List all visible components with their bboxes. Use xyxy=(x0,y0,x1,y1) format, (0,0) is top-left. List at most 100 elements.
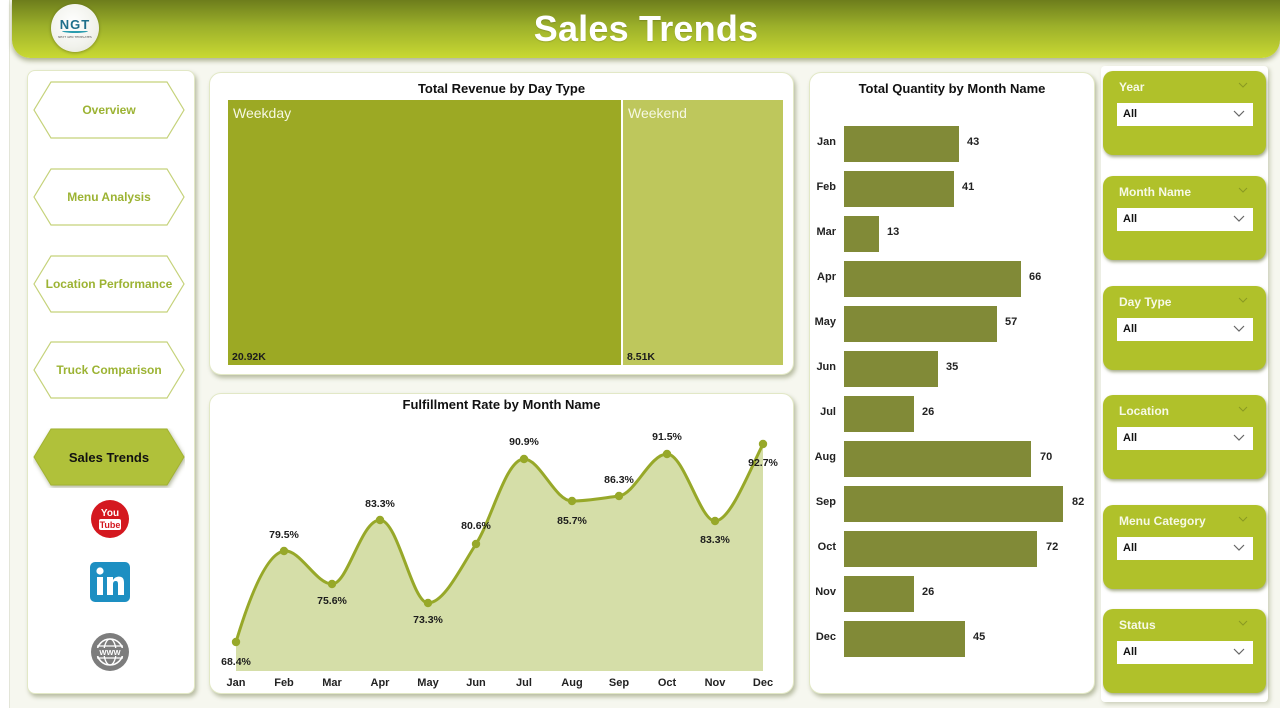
collapse-chevron-icon[interactable] xyxy=(1238,80,1248,90)
area-fill xyxy=(236,444,763,671)
point-label: 91.5% xyxy=(652,431,682,443)
chevron-down-icon xyxy=(1233,648,1245,655)
bar-row-jan[interactable]: Jan 43 xyxy=(810,126,1095,162)
point-label: 90.9% xyxy=(509,436,539,448)
collapse-chevron-icon[interactable] xyxy=(1238,295,1248,305)
point-label: 73.3% xyxy=(413,614,443,626)
svg-text:Tube: Tube xyxy=(100,520,121,530)
bar-value: 66 xyxy=(1029,271,1042,283)
bar-value: 45 xyxy=(973,631,986,643)
chart-title: Fulfillment Rate by Month Name xyxy=(402,397,601,412)
bar xyxy=(844,306,997,342)
x-axis-label: Jun xyxy=(466,677,486,689)
bar-row-jul[interactable]: Jul 26 xyxy=(810,396,1095,432)
slicer-status: Status All xyxy=(1103,609,1266,693)
point-label: 85.7% xyxy=(557,515,587,527)
point-label: 68.4% xyxy=(221,656,251,668)
bar-category: Jan xyxy=(817,136,836,148)
website-link[interactable]: WWW xyxy=(90,632,130,672)
chart-title: Total Quantity by Month Name xyxy=(858,81,1046,96)
bar xyxy=(844,126,959,162)
nav-button-menu-analysis[interactable]: Menu Analysis xyxy=(33,168,185,226)
bar-value: 43 xyxy=(967,136,980,148)
bar-value: 70 xyxy=(1040,451,1053,463)
bar-category: Sep xyxy=(815,496,836,508)
x-axis-label: Mar xyxy=(322,677,342,689)
point-label: 79.5% xyxy=(269,529,299,541)
bar-row-sep[interactable]: Sep 82 xyxy=(810,486,1095,522)
x-axis-label: May xyxy=(417,677,439,689)
revenue-by-day-type-card: Total Revenue by Day Type Weekday 20.92K… xyxy=(209,72,794,375)
fulfillment-rate-card: Fulfillment Rate by Month Name 68.4% 79.… xyxy=(209,393,794,694)
x-axis-label: Apr xyxy=(371,677,391,689)
bar-row-mar[interactable]: Mar 13 xyxy=(810,216,1095,252)
youtube-link[interactable]: You Tube xyxy=(90,499,130,539)
slicer-title: Day Type xyxy=(1119,295,1172,309)
slicer-panel xyxy=(1101,66,1268,702)
year-dropdown[interactable]: All xyxy=(1117,103,1253,126)
bar-row-aug[interactable]: Aug 70 xyxy=(810,441,1095,477)
chevron-down-icon xyxy=(1233,325,1245,332)
collapse-chevron-icon[interactable] xyxy=(1238,618,1248,628)
nav-label: Sales Trends xyxy=(68,449,150,465)
collapse-chevron-icon[interactable] xyxy=(1238,514,1248,524)
dropdown-value: All xyxy=(1123,108,1138,120)
slicer-location: Location All xyxy=(1103,395,1266,479)
bar-category: Nov xyxy=(815,586,836,598)
treemap-category: Weekday xyxy=(233,105,292,121)
bar-row-nov[interactable]: Nov 26 xyxy=(810,576,1095,612)
chevron-down-icon xyxy=(1233,434,1245,441)
bar-row-jun[interactable]: Jun 35 xyxy=(810,351,1095,387)
area-chart-plot: 68.4% 79.5% 75.6% 83.3% 73.3% 80.6% 90.9… xyxy=(221,431,778,689)
menu-category-dropdown[interactable]: All xyxy=(1117,537,1253,560)
x-axis-label: Nov xyxy=(705,677,727,689)
treemap-cell-weekday[interactable]: Weekday 20.92K xyxy=(228,100,621,365)
treemap-cell-weekend[interactable]: Weekend 8.51K xyxy=(623,100,783,365)
month-name-dropdown[interactable]: All xyxy=(1117,208,1253,231)
svg-text:WWW: WWW xyxy=(99,648,121,657)
bar-category: Mar xyxy=(816,226,836,238)
slicer-title: Location xyxy=(1119,404,1169,418)
collapse-chevron-icon[interactable] xyxy=(1238,185,1248,195)
collapse-chevron-icon[interactable] xyxy=(1238,404,1248,414)
bar-category: Jul xyxy=(820,406,836,418)
nav-button-sales-trends[interactable]: Sales Trends xyxy=(33,428,185,486)
bar-category: Apr xyxy=(817,271,836,283)
bar-row-may[interactable]: May 57 xyxy=(810,306,1095,342)
ngt-logo: NGT NEXT GEN TEMPLATES xyxy=(51,4,99,52)
dropdown-value: All xyxy=(1123,213,1138,225)
point-label: 75.6% xyxy=(317,595,347,607)
bar-value: 57 xyxy=(1005,316,1018,328)
slicer-title: Status xyxy=(1119,618,1156,632)
bar-row-dec[interactable]: Dec 45 xyxy=(810,621,1095,657)
status-dropdown[interactable]: All xyxy=(1117,641,1253,664)
bar-value: 72 xyxy=(1046,541,1059,553)
linkedin-link[interactable] xyxy=(90,562,130,602)
bar-category: Oct xyxy=(817,541,836,553)
chevron-down-icon xyxy=(1233,215,1245,222)
nav-button-location-performance[interactable]: Location Performance xyxy=(33,255,185,313)
bar-value: 35 xyxy=(946,361,959,373)
bar-row-oct[interactable]: Oct 72 xyxy=(810,531,1095,567)
treemap-value: 20.92K xyxy=(232,351,266,363)
quantity-by-month-card: Total Quantity by Month Name Jan 43 Feb … xyxy=(809,72,1095,694)
page-title: Sales Trends xyxy=(533,8,759,49)
bar-row-apr[interactable]: Apr 66 xyxy=(810,261,1095,297)
bar-row-feb[interactable]: Feb 41 xyxy=(810,171,1095,207)
bar-value: 41 xyxy=(962,181,975,193)
nav-label: Location Performance xyxy=(45,277,173,291)
bar xyxy=(844,171,954,207)
hexagon-outline-icon xyxy=(33,81,185,139)
bar xyxy=(844,486,1063,522)
nav-button-overview[interactable]: Overview xyxy=(33,81,185,139)
x-axis-label: Dec xyxy=(753,677,773,689)
x-axis-label: Sep xyxy=(609,677,629,689)
location-dropdown[interactable]: All xyxy=(1117,427,1253,450)
nav-button-truck-comparison[interactable]: Truck Comparison xyxy=(33,341,185,399)
day-type-dropdown[interactable]: All xyxy=(1117,318,1253,341)
header-banner: NGT NEXT GEN TEMPLATES Sales Trends xyxy=(12,0,1280,58)
bar-value: 26 xyxy=(922,406,935,418)
logo-swoosh-icon xyxy=(62,29,88,33)
point-label: 92.7% xyxy=(748,457,778,469)
bar xyxy=(844,216,879,252)
